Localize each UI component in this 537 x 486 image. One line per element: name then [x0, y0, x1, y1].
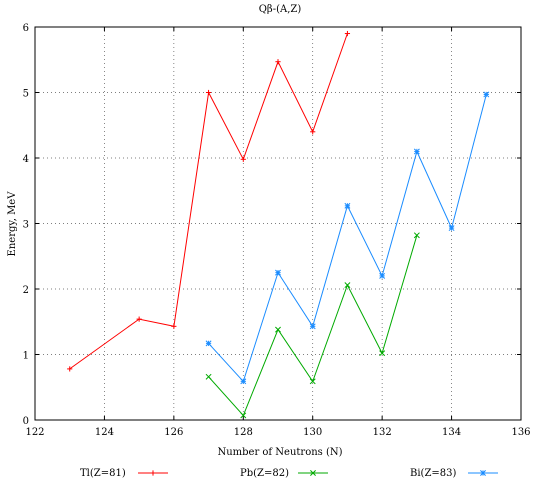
- series-0: [67, 30, 351, 372]
- y-tick-label: 4: [23, 154, 29, 165]
- x-axis: 122 124 126 128 130 132 134 136: [25, 27, 531, 438]
- y-tick-label: 0: [23, 416, 29, 427]
- data-point: [413, 232, 420, 239]
- data-point: [240, 378, 247, 385]
- series-1: [205, 232, 420, 419]
- x-tick-label: 136: [511, 427, 530, 438]
- y-axis: 0 1 2 3 4 5 6: [23, 23, 521, 427]
- data-point: [309, 378, 316, 385]
- data-point: [310, 129, 316, 135]
- x-tick-label: 126: [164, 427, 183, 438]
- legend-item: Pb(Z=82): [240, 468, 328, 479]
- data-point: [309, 323, 316, 330]
- legend-label: Tl(Z=81): [80, 468, 126, 479]
- data-point: [136, 316, 142, 322]
- data-point: [275, 59, 281, 65]
- x-tick-label: 130: [303, 427, 322, 438]
- series-line: [208, 94, 487, 383]
- legend-item: Tl(Z=81): [80, 468, 168, 479]
- y-tick-label: 6: [23, 23, 29, 34]
- x-axis-label: Number of Neutrons (N): [217, 447, 342, 458]
- data-point: [344, 202, 351, 209]
- data-point: [275, 326, 281, 333]
- y-axis-label: Energy, MeV: [7, 191, 18, 257]
- data-point: [205, 89, 212, 96]
- data-point: [448, 225, 455, 232]
- data-point: [344, 30, 351, 37]
- chart-title: Qβ-(A,Z): [259, 4, 302, 15]
- legend: Tl(Z=81) Pb(Z=82) Bi(Z=83): [80, 468, 498, 479]
- series-line: [69, 33, 348, 370]
- x-tick-label: 124: [95, 427, 114, 438]
- data-point: [240, 412, 247, 419]
- data-point: [344, 282, 351, 289]
- legend-label: Pb(Z=82): [240, 468, 289, 479]
- data-point: [205, 373, 212, 380]
- legend-label: Bi(Z=83): [410, 468, 457, 479]
- y-tick-label: 2: [23, 285, 29, 296]
- x-tick-label: 122: [25, 427, 44, 438]
- data-point: [171, 323, 177, 329]
- y-tick-label: 5: [23, 89, 29, 100]
- data-point: [483, 91, 490, 98]
- series-2: [205, 91, 490, 385]
- data-point: [205, 340, 212, 347]
- data-point: [413, 148, 420, 155]
- data-point: [275, 269, 281, 276]
- legend-item: Bi(Z=83): [410, 468, 498, 479]
- x-tick-label: 132: [373, 427, 392, 438]
- legend-marker: [310, 470, 316, 476]
- y-tick-label: 1: [23, 351, 29, 362]
- data-point: [379, 350, 386, 357]
- data-point: [240, 156, 246, 162]
- series-layer: [67, 30, 490, 419]
- x-tick-label: 134: [442, 427, 461, 438]
- y-tick-label: 3: [23, 220, 29, 231]
- x-tick-label: 128: [234, 427, 253, 438]
- data-point: [379, 272, 386, 279]
- data-point: [67, 366, 73, 372]
- legend-marker: [480, 470, 486, 476]
- legend-marker: [150, 470, 156, 476]
- grid: [35, 27, 521, 420]
